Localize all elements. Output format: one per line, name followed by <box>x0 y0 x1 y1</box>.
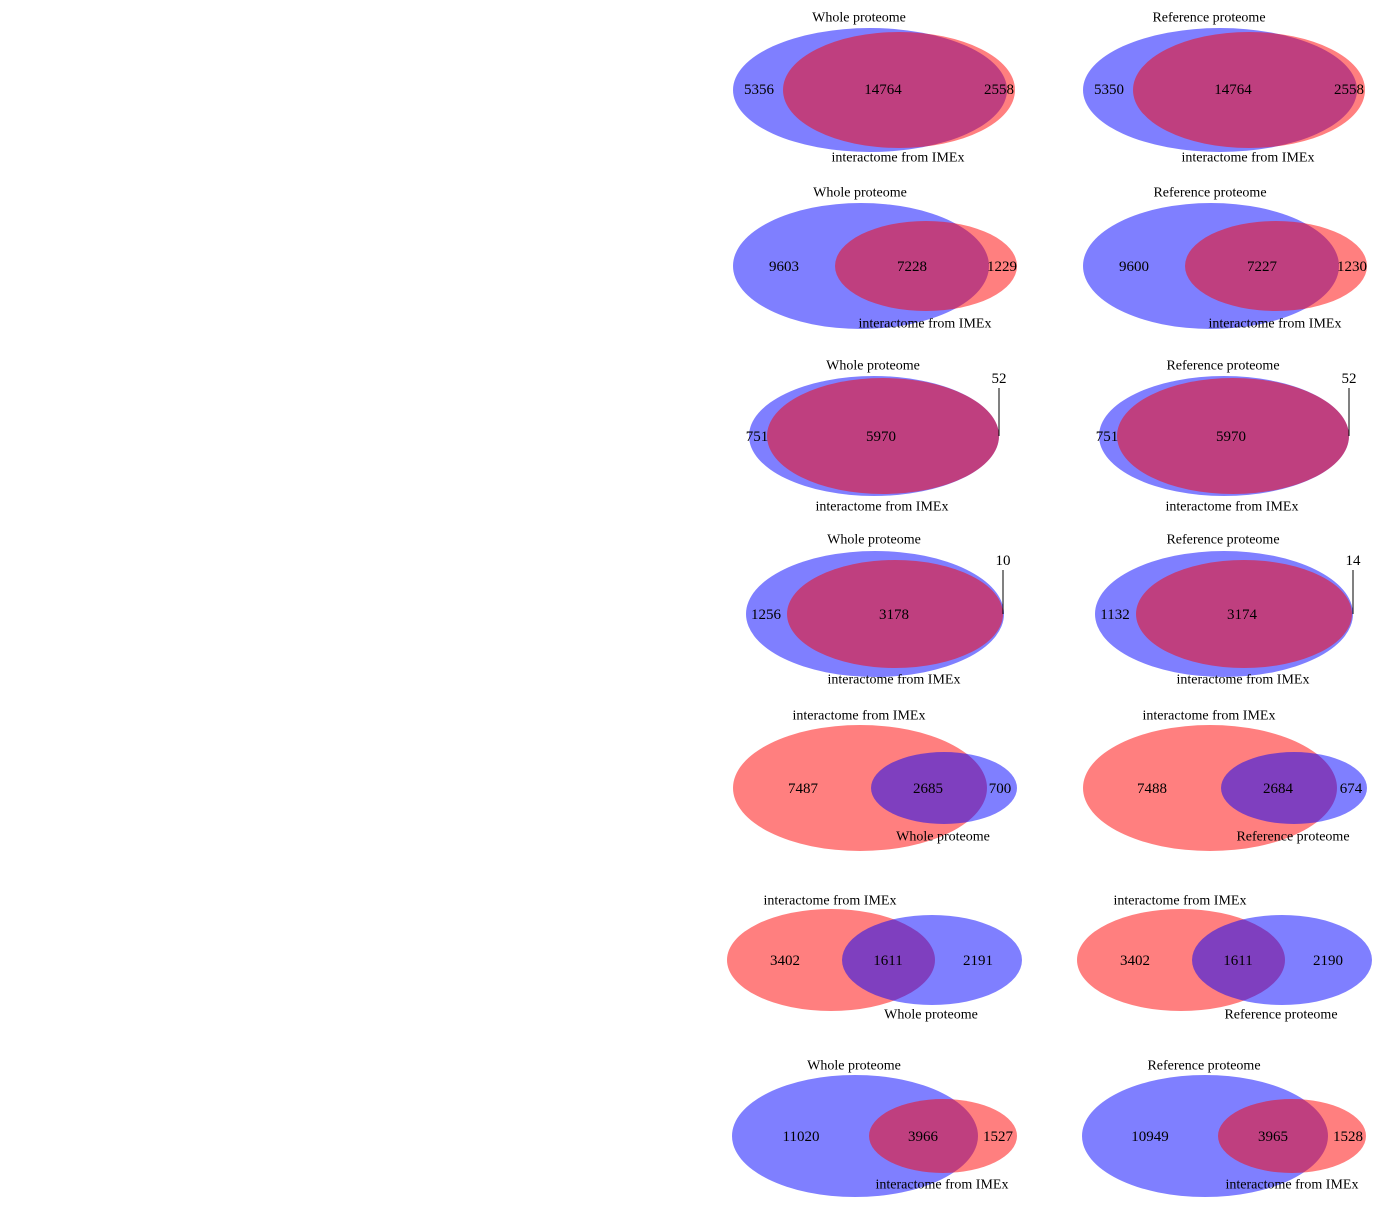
set-b-label: interactome from IMEx <box>832 151 965 166</box>
set-a-label: interactome from IMEx <box>1143 709 1276 724</box>
venn-ellipse-b <box>869 1099 1017 1173</box>
set-b-label: interactome from IMEx <box>1166 500 1299 515</box>
count-intersection: 3178 <box>879 607 909 623</box>
venn-ellipse-b <box>1218 1099 1366 1173</box>
count-only-a: 7487 <box>788 781 819 797</box>
count-intersection: 1611 <box>873 953 902 969</box>
set-b-label: Reference proteome <box>1236 830 1349 845</box>
count-intersection: 2684 <box>1263 781 1294 797</box>
count-only-a: 1256 <box>751 607 782 623</box>
count-intersection: 3174 <box>1227 607 1258 623</box>
count-only-b: 674 <box>1340 781 1363 797</box>
venn-ellipse-b <box>1117 378 1349 494</box>
count-intersection: 5970 <box>1216 429 1246 445</box>
set-b-label: interactome from IMEx <box>828 673 961 688</box>
count-only-b: 1528 <box>1333 1129 1363 1145</box>
count-intersection: 2685 <box>913 781 943 797</box>
count-only-b: 2191 <box>963 953 993 969</box>
venn-diagram: Reference proteome interactome from IMEx 7… <box>1096 359 1357 515</box>
venn-ellipse-b <box>783 32 1015 148</box>
venn-ellipse-b <box>835 221 1017 311</box>
count-only-a: 5356 <box>744 82 775 98</box>
venn-diagram: Reference proteome interactome from IMEx 1… <box>1082 1059 1366 1197</box>
count-only-b: 1229 <box>987 259 1017 275</box>
set-b-label: Whole proteome <box>896 830 990 845</box>
set-a-label: Reference proteome <box>1166 359 1279 374</box>
set-b-label: Whole proteome <box>884 1008 978 1023</box>
venn-diagram: Whole proteome interactome from IMEx 11020… <box>732 1059 1017 1197</box>
venn-diagram: Reference proteome interactome from IMEx 5… <box>1083 11 1365 166</box>
count-only-a: 9603 <box>769 259 799 275</box>
venn-ellipse-b <box>787 560 1003 668</box>
count-only-b: 14 <box>1346 553 1362 569</box>
venn-diagram: interactome from IMEx Whole proteome 3402 1… <box>727 894 1022 1023</box>
set-a-label: Reference proteome <box>1147 1059 1260 1074</box>
venn-diagram: interactome from IMEx Reference proteome 7… <box>1083 709 1367 851</box>
set-a-label: Whole proteome <box>807 1059 901 1074</box>
set-a-label: Whole proteome <box>813 186 907 201</box>
count-only-a: 9600 <box>1119 259 1149 275</box>
set-b-label: interactome from IMEx <box>859 317 992 332</box>
count-only-b: 1527 <box>983 1129 1014 1145</box>
set-a-label: Whole proteome <box>826 359 920 374</box>
count-only-b: 52 <box>992 371 1007 387</box>
count-only-a: 3402 <box>770 953 800 969</box>
set-b-label: interactome from IMEx <box>1177 673 1310 688</box>
venn-diagram: Whole proteome interactome from IMEx 5356 1… <box>733 11 1015 166</box>
set-a-label: interactome from IMEx <box>1114 894 1247 909</box>
count-only-a: 5350 <box>1094 82 1124 98</box>
venn-ellipse-b <box>1185 221 1367 311</box>
count-only-b: 2558 <box>1334 82 1364 98</box>
venn-ellipse-b <box>1136 560 1352 668</box>
count-intersection: 14764 <box>1214 82 1252 98</box>
count-only-b: 2558 <box>984 82 1014 98</box>
venn-ellipse-b <box>767 378 999 494</box>
set-a-label: Whole proteome <box>827 533 921 548</box>
count-only-a: 11020 <box>783 1129 820 1145</box>
count-intersection: 3965 <box>1258 1129 1288 1145</box>
set-b-label: interactome from IMEx <box>1182 151 1315 166</box>
set-a-label: interactome from IMEx <box>764 894 897 909</box>
venn-diagram: Reference proteome interactome from IMEx 1… <box>1095 533 1361 688</box>
count-only-b: 1230 <box>1337 259 1367 275</box>
set-b-label: interactome from IMEx <box>1226 1178 1359 1193</box>
venn-diagram: Whole proteome interactome from IMEx 751 59… <box>746 359 1007 515</box>
set-a-label: Reference proteome <box>1152 11 1265 26</box>
count-only-a: 1132 <box>1100 607 1129 623</box>
venn-ellipse-b <box>842 915 1022 1005</box>
set-a-label: Reference proteome <box>1166 533 1279 548</box>
venn-ellipse-b <box>1221 752 1367 824</box>
venn-ellipse-b <box>1192 915 1372 1005</box>
count-intersection: 14764 <box>864 82 902 98</box>
venn-diagram: Whole proteome interactome from IMEx 9603 7… <box>733 186 1017 332</box>
venn-ellipse-b <box>1133 32 1365 148</box>
venn-diagram: Reference proteome interactome from IMEx 9… <box>1083 186 1367 332</box>
count-intersection: 1611 <box>1223 953 1252 969</box>
set-b-label: interactome from IMEx <box>816 500 949 515</box>
set-b-label: interactome from IMEx <box>1209 317 1342 332</box>
set-b-label: interactome from IMEx <box>876 1178 1009 1193</box>
count-only-a: 3402 <box>1120 953 1150 969</box>
set-a-label: interactome from IMEx <box>793 709 926 724</box>
set-a-label: Whole proteome <box>812 11 906 26</box>
count-intersection: 3966 <box>908 1129 939 1145</box>
count-intersection: 5970 <box>866 429 896 445</box>
count-only-b: 10 <box>996 553 1011 569</box>
count-only-b: 2190 <box>1313 953 1343 969</box>
set-b-label: Reference proteome <box>1224 1008 1337 1023</box>
venn-diagram: interactome from IMEx Whole proteome 7487 2… <box>733 709 1017 851</box>
venn-diagram: Whole proteome interactome from IMEx 1256 3… <box>746 533 1011 688</box>
count-only-a: 7488 <box>1137 781 1167 797</box>
count-only-a: 10949 <box>1131 1129 1169 1145</box>
venn-diagram: interactome from IMEx Reference proteome 3… <box>1077 894 1372 1023</box>
count-intersection: 7228 <box>897 259 927 275</box>
count-only-a: 751 <box>746 429 769 445</box>
count-only-a: 751 <box>1096 429 1119 445</box>
set-a-label: Reference proteome <box>1153 186 1266 201</box>
count-only-b: 52 <box>1342 371 1357 387</box>
venn-ellipse-b <box>871 752 1017 824</box>
count-intersection: 7227 <box>1247 259 1278 275</box>
count-only-b: 700 <box>989 781 1012 797</box>
